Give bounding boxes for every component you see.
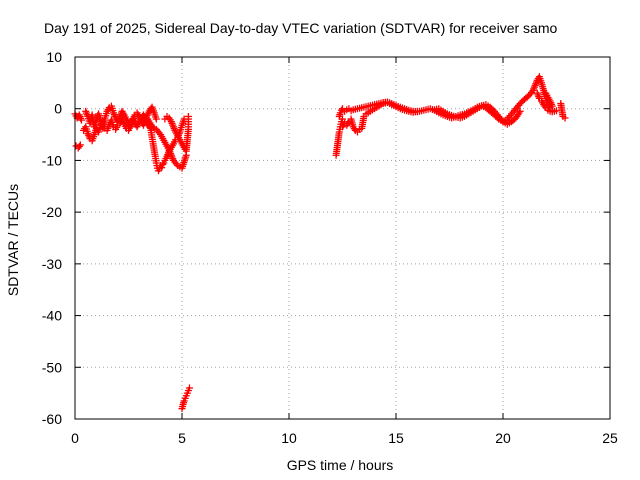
data-point	[541, 102, 549, 110]
data-point	[158, 164, 166, 172]
data-point	[75, 142, 83, 150]
x-tick-label: 15	[388, 430, 404, 446]
tick-labels: 0 5 10 15 20 25 10 0 -10 -20 -30 -40 -50 -60	[42, 49, 618, 446]
data-point	[548, 102, 556, 110]
data-point	[159, 161, 167, 169]
plot-frame	[74, 56, 611, 420]
data-point	[413, 107, 421, 115]
y-axis-label: SDTVAR / TECUs	[5, 184, 21, 296]
y-tick-label: -40	[42, 308, 62, 324]
data-point	[77, 116, 85, 124]
y-tick-label: -10	[42, 152, 62, 168]
y-tick-label: -30	[42, 256, 62, 272]
data-point	[184, 112, 192, 120]
x-tick-label: 10	[281, 430, 297, 446]
data-point	[185, 384, 193, 392]
x-axis-label: GPS time / hours	[287, 457, 394, 473]
chart-title: Day 191 of 2025, Sidereal Day-to-day VTE…	[44, 20, 557, 36]
x-tick-label: 5	[178, 430, 186, 446]
y-tick-label: 10	[46, 49, 62, 65]
data-points	[71, 73, 569, 413]
y-tick-label: -60	[42, 411, 62, 427]
data-point	[516, 107, 524, 115]
data-point	[76, 141, 84, 149]
data-point	[561, 114, 569, 122]
x-tick-label: 20	[495, 430, 511, 446]
x-tick-label: 0	[71, 430, 79, 446]
x-tick-label: 25	[602, 430, 618, 446]
y-tick-label: 0	[54, 101, 62, 117]
data-point	[152, 115, 160, 123]
data-point	[515, 109, 523, 117]
y-tick-label: -20	[42, 204, 62, 220]
grid-lines	[75, 57, 610, 419]
y-tick-label: -50	[42, 359, 62, 375]
